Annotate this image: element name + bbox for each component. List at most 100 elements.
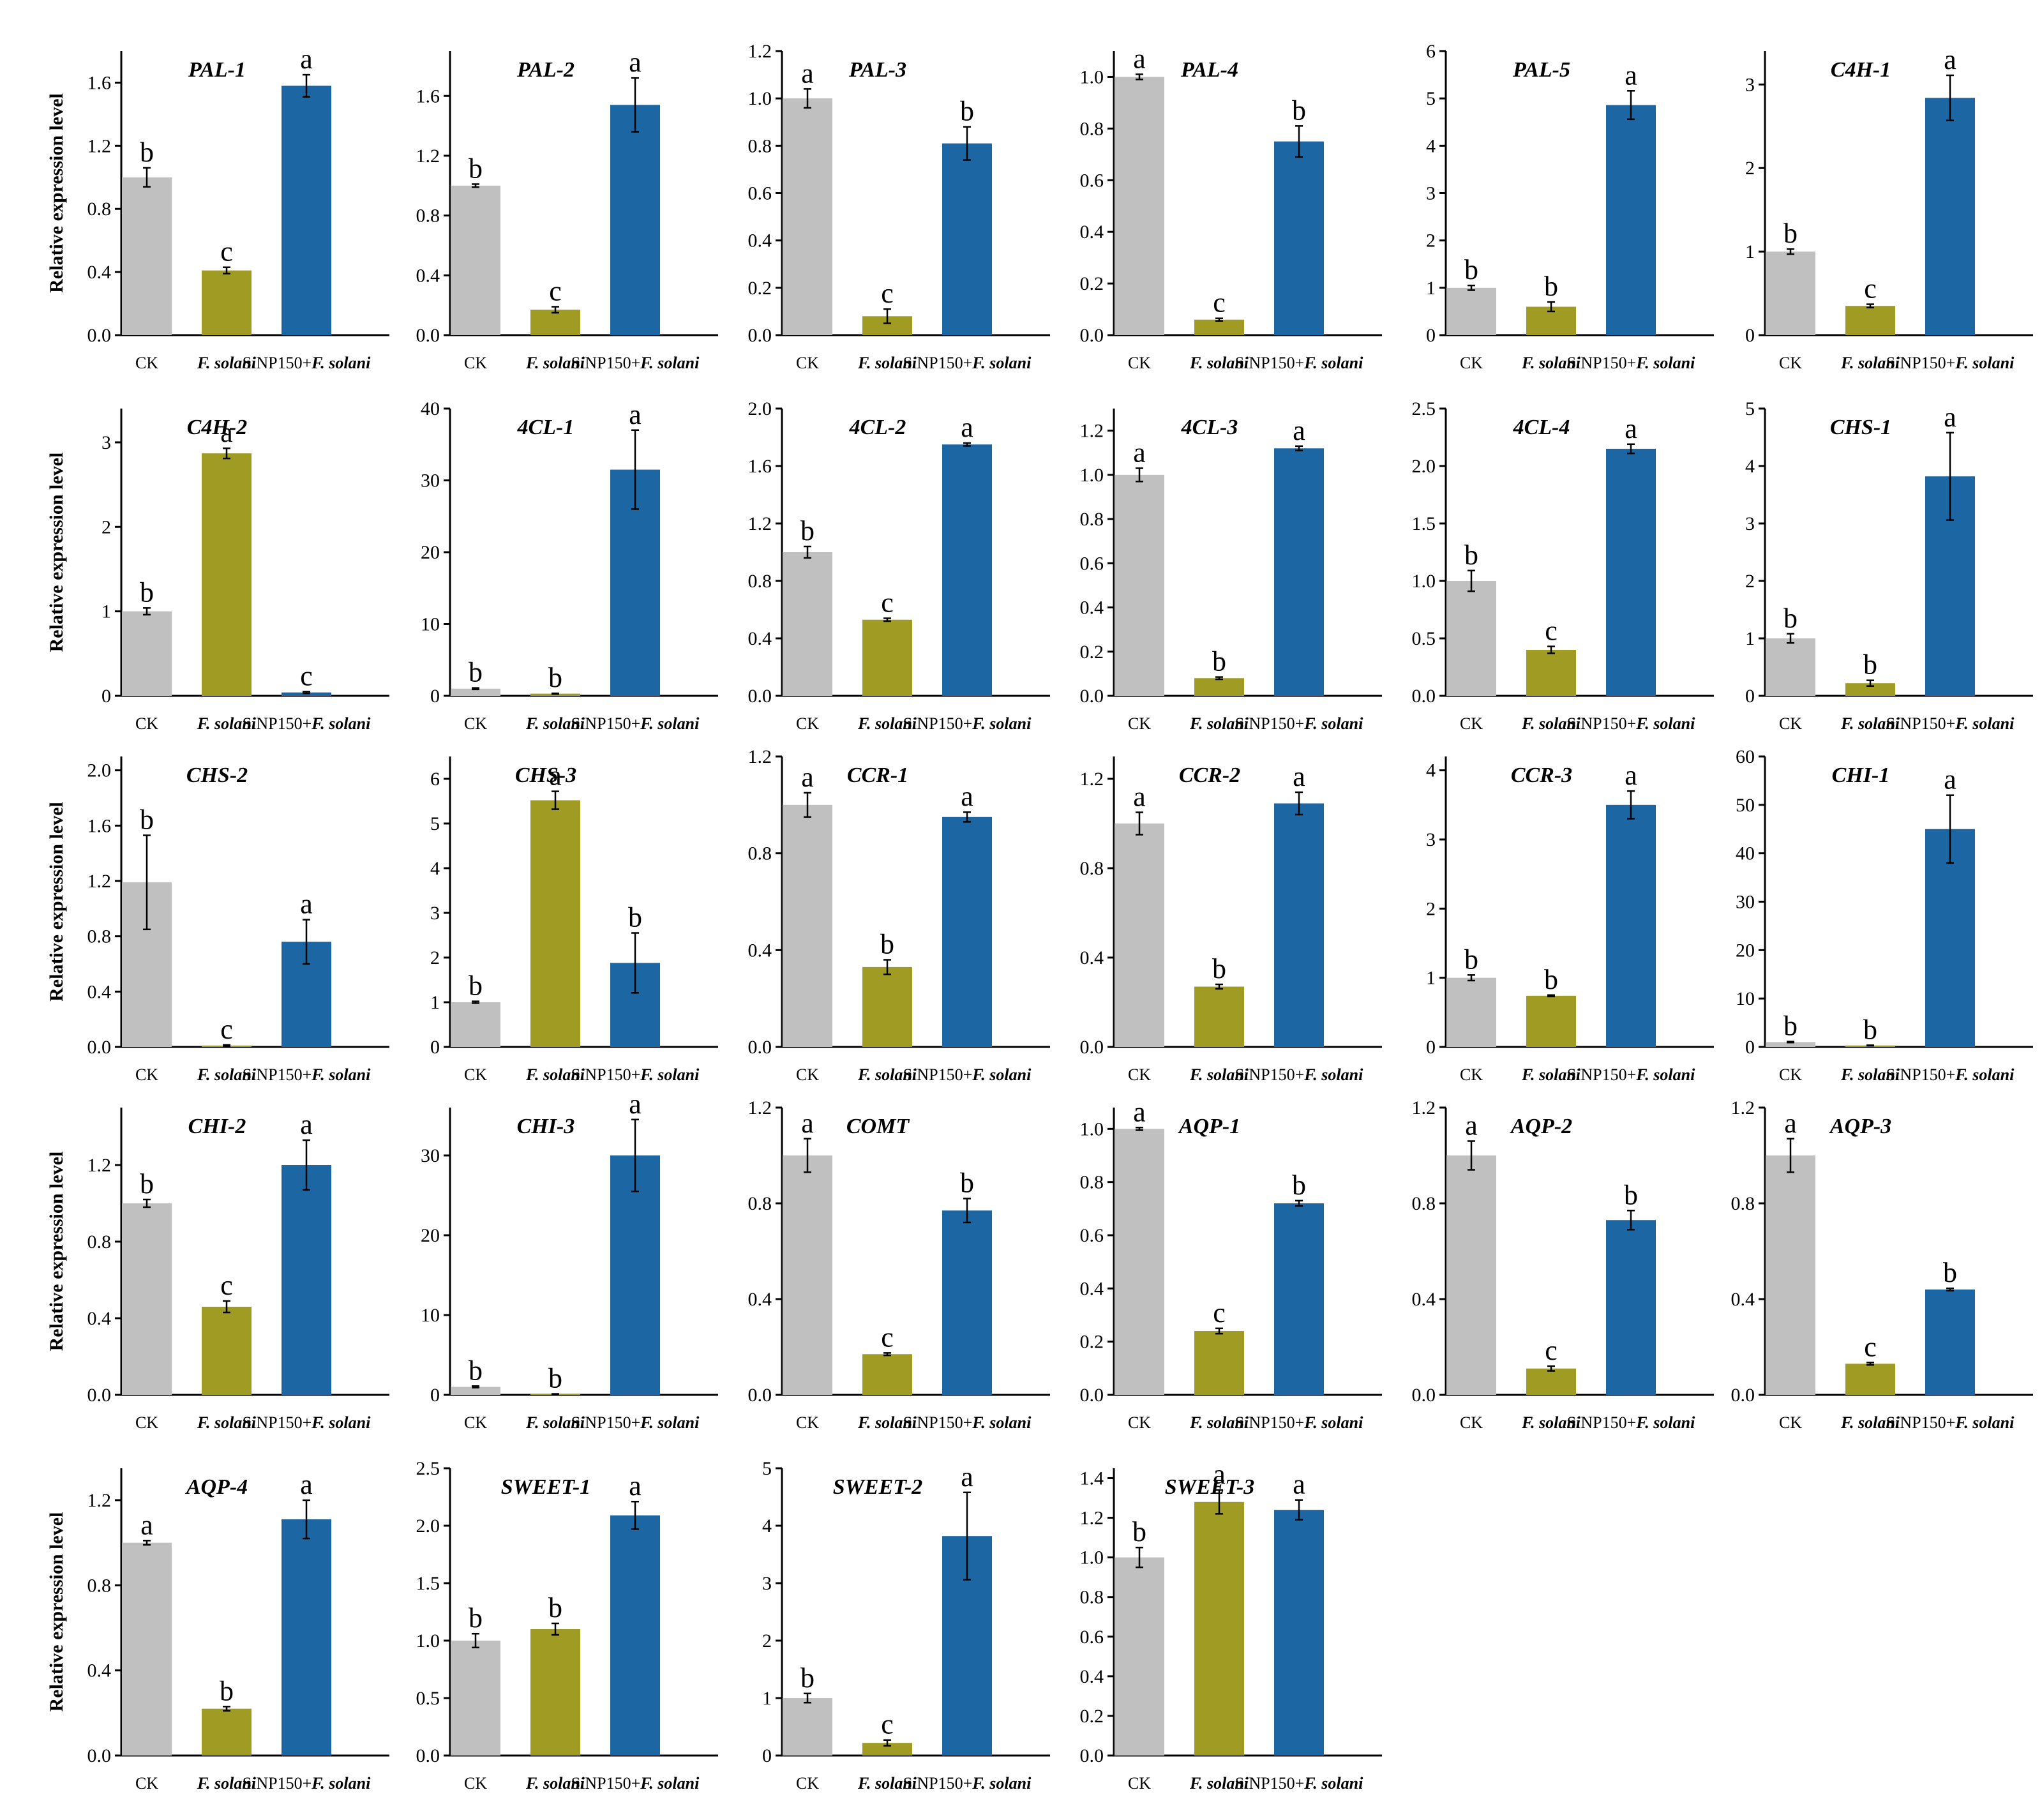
y-tick-label: 1.2 (1080, 421, 1104, 442)
y-tick-label: 0.8 (1731, 1193, 1755, 1214)
category-label-part: F. solani (1840, 1065, 1900, 1084)
bar (1274, 803, 1324, 1047)
category-label-part: CK (1128, 1774, 1151, 1793)
bar (451, 185, 500, 335)
significance-letter: b (140, 137, 154, 168)
y-tick-label: 0.0 (1080, 1745, 1104, 1766)
category-label-part: F. solani (1521, 354, 1581, 372)
significance-letter: a (1625, 59, 1637, 91)
significance-letter: a (300, 1469, 313, 1500)
category-label-part: SiNP150+ (243, 1065, 312, 1084)
category-label-part: CK (1460, 1065, 1483, 1084)
significance-letter: b (548, 662, 562, 693)
y-tick-label: 1.2 (1080, 1508, 1104, 1529)
bar (451, 688, 500, 696)
category-label: F. solani (857, 1413, 917, 1432)
y-tick-label: 0.0 (1080, 1385, 1104, 1406)
y-tick-label: 1 (430, 992, 440, 1013)
y-tick-label: 0.0 (1731, 1385, 1755, 1406)
category-label: SiNP150+F. solani (903, 1413, 1032, 1432)
category-label: CK (1128, 714, 1151, 733)
category-label: SiNP150+F. solani (1235, 1065, 1363, 1084)
significance-letter: a (1293, 761, 1305, 792)
y-tick-label: 1.0 (1080, 66, 1104, 87)
y-tick-label: 0.0 (87, 325, 112, 346)
category-label-part: F. solani (311, 354, 371, 372)
category-label-part: F. solani (640, 354, 700, 372)
y-tick-label: 1 (1745, 241, 1755, 262)
category-label-part: SiNP150+ (1567, 1065, 1637, 1084)
significance-letter: a (549, 760, 562, 792)
category-label-part: F. solani (640, 714, 700, 733)
significance-letter: b (800, 515, 815, 546)
bar (202, 1708, 251, 1756)
y-tick-label: 1.2 (87, 135, 112, 156)
bar (1194, 319, 1244, 335)
y-tick-label: 0.0 (1412, 686, 1436, 707)
category-label-part: SiNP150+ (1886, 1413, 1956, 1432)
y-tick-label: 2.5 (1412, 398, 1436, 419)
category-label-part: CK (135, 1413, 158, 1432)
category-label-part: F. solani (1303, 1774, 1363, 1793)
y-tick-label: 2.5 (416, 1458, 440, 1479)
y-tick-label: 30 (421, 470, 440, 492)
category-label: CK (1128, 1413, 1151, 1432)
panel-title: AQP-3 (1829, 1115, 1891, 1138)
panel-title: COMT (846, 1115, 910, 1138)
category-label: CK (1460, 714, 1483, 733)
category-label: SiNP150+F. solani (571, 714, 700, 733)
category-label-part: SiNP150+ (1235, 1065, 1305, 1084)
significance-letter: b (1464, 539, 1478, 571)
bar (451, 1002, 500, 1047)
category-label-part: F. solani (1635, 1065, 1695, 1084)
bar (942, 444, 992, 696)
panel-title: PAL-2 (516, 58, 574, 82)
significance-letter: b (1132, 1516, 1146, 1547)
significance-letter: a (1944, 402, 1956, 433)
significance-letter: a (629, 1088, 642, 1120)
significance-letter: b (1783, 1011, 1798, 1042)
y-tick-label: 0.0 (748, 686, 772, 707)
y-tick-label: 3 (1426, 183, 1436, 204)
category-label: F. solani (1840, 1413, 1900, 1432)
y-tick-label: 0.4 (1080, 947, 1104, 968)
significance-letter: b (1943, 1257, 1957, 1288)
y-tick-label: 1.0 (1412, 571, 1436, 592)
y-tick-label: 20 (1736, 940, 1755, 961)
bar (1274, 141, 1324, 335)
category-label: CK (1460, 1065, 1483, 1084)
y-tick-label: 4 (1426, 135, 1436, 156)
y-tick-label: 0.8 (748, 1193, 772, 1214)
category-label: CK (1460, 1413, 1483, 1432)
y-tick-label: 10 (421, 614, 440, 635)
significance-letter: a (1465, 1110, 1478, 1141)
y-tick-label: 0.4 (1080, 1278, 1104, 1299)
category-label-part: F. solani (525, 354, 585, 372)
category-label: SiNP150+F. solani (243, 1774, 371, 1793)
significance-letter: a (801, 1108, 814, 1139)
category-label-part: F. solani (1189, 714, 1249, 733)
panel-title: PAL-5 (1512, 58, 1570, 82)
panel-title: 4CL-1 (517, 416, 574, 439)
panel-title: PAL-4 (1180, 58, 1238, 82)
significance-letter: a (220, 417, 233, 448)
category-label-part: CK (796, 1065, 819, 1084)
bar (1845, 683, 1895, 696)
panel-title: SWEET-3 (1165, 1475, 1254, 1499)
significance-letter: c (220, 236, 233, 267)
significance-letter: a (140, 1509, 153, 1540)
panel-title: CCR-2 (1179, 763, 1240, 787)
y-tick-label: 0.2 (748, 278, 772, 299)
y-tick-label: 3 (430, 903, 440, 924)
bar (122, 177, 172, 335)
category-label-part: CK (135, 714, 158, 733)
panel-title: CHS-1 (1830, 416, 1891, 439)
category-label-part: SiNP150+ (903, 1065, 973, 1084)
bar (1526, 650, 1576, 696)
bar (783, 552, 832, 696)
category-label: SiNP150+F. solani (571, 1413, 700, 1432)
category-label-part: SiNP150+ (571, 1774, 641, 1793)
y-tick-label: 5 (1745, 398, 1755, 419)
y-tick-label: 0 (430, 1037, 440, 1058)
